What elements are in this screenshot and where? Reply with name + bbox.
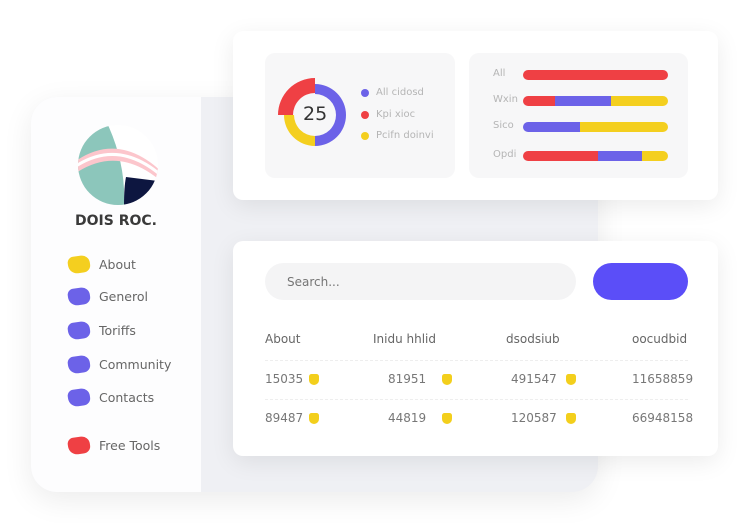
shield-icon xyxy=(309,413,319,424)
shield-icon xyxy=(309,374,319,385)
legend-dot xyxy=(361,88,369,97)
bars-panel: All Wxin Sico Opdi xyxy=(469,53,688,178)
column-header: oocudbid xyxy=(632,332,688,346)
bar-label: Wxin xyxy=(493,94,518,105)
donut-chart xyxy=(278,78,346,146)
sidebar-item-label: Community xyxy=(99,357,172,372)
sidebar-item-label: Toriffs xyxy=(99,323,136,338)
legend-item: Pcifn doinvi xyxy=(361,130,434,141)
column-header: Inidu hhlid xyxy=(373,332,437,346)
bar-segment xyxy=(523,122,580,132)
legend-label: Kpi xioc xyxy=(376,109,416,120)
table-cell: 66948158 xyxy=(632,411,694,425)
bar-label: Opdi xyxy=(493,149,517,160)
donut-segment xyxy=(284,115,315,146)
search-button[interactable] xyxy=(593,263,688,300)
bar-segment xyxy=(523,70,668,80)
column-header: dsodsiub xyxy=(506,332,560,346)
bar-segment xyxy=(598,151,642,161)
sidebar-item-label: About xyxy=(99,257,136,272)
table-cell: 44819 xyxy=(388,411,427,425)
sidebar-item-label: Generol xyxy=(99,289,148,304)
bar-segment xyxy=(523,151,599,161)
shield-icon xyxy=(442,374,452,385)
donut-segment xyxy=(315,84,346,146)
column-header: About xyxy=(265,332,301,346)
stacked-bar xyxy=(523,96,668,106)
shield-icon xyxy=(566,413,576,424)
stacked-bar xyxy=(523,70,668,80)
sidebar-item-free-tools[interactable]: Free Tools xyxy=(66,435,161,456)
bar-label: Sico xyxy=(493,120,514,131)
sidebar: DOIS ROC. About Generol Toriffs Communit… xyxy=(31,97,201,492)
legend-dot xyxy=(361,131,369,140)
shield-icon xyxy=(566,374,576,385)
donut-segment xyxy=(278,78,315,115)
sidebar-item-toriffs[interactable]: Toriffs xyxy=(66,320,136,341)
table-cell: 89487 xyxy=(265,411,304,425)
sidebar-item-label: Contacts xyxy=(99,390,155,405)
sidebar-item-about[interactable]: About xyxy=(66,254,136,275)
logo xyxy=(78,125,158,205)
blob-icon xyxy=(66,387,92,408)
sidebar-item-label: Free Tools xyxy=(99,438,161,453)
blob-icon xyxy=(66,254,92,275)
sidebar-item-community[interactable]: Community xyxy=(66,354,172,375)
sidebar-item-generol[interactable]: Generol xyxy=(66,286,148,307)
table-cell: 15035 xyxy=(265,372,304,386)
stacked-bar xyxy=(523,122,668,132)
table-cell: 491547 xyxy=(511,372,557,386)
bar-segment xyxy=(641,151,668,161)
blob-icon xyxy=(66,435,92,456)
bar-segment xyxy=(523,96,555,106)
blob-icon xyxy=(66,354,92,375)
stats-card: 25 All cidosd Kpi xioc Pcifn doinvi All W… xyxy=(233,31,718,200)
table-card: About Inidu hhlid dsodsiub oocudbid 1503… xyxy=(233,241,718,456)
donut-panel: 25 All cidosd Kpi xioc Pcifn doinvi xyxy=(265,53,455,178)
search-input[interactable] xyxy=(265,263,576,300)
table-cell: 81951 xyxy=(388,372,427,386)
legend-dot xyxy=(361,110,369,119)
bar-segment xyxy=(611,96,668,106)
legend-label: Pcifn doinvi xyxy=(376,130,434,141)
bar-segment xyxy=(579,122,668,132)
donut-center-value: 25 xyxy=(303,103,328,125)
shield-icon xyxy=(442,413,452,424)
table-cell: 11658859 xyxy=(632,372,694,386)
blob-icon xyxy=(66,286,92,307)
bar-segment xyxy=(554,96,612,106)
bar-label: All xyxy=(493,68,506,79)
blob-icon xyxy=(66,320,92,341)
legend-item: Kpi xioc xyxy=(361,109,415,120)
sidebar-item-contacts[interactable]: Contacts xyxy=(66,387,155,408)
stacked-bar xyxy=(523,151,668,161)
divider xyxy=(265,360,688,361)
brand-name: DOIS ROC. xyxy=(75,213,157,229)
legend-label: All cidosd xyxy=(376,87,424,98)
table-cell: 120587 xyxy=(511,411,557,425)
legend-item: All cidosd xyxy=(361,87,424,98)
divider xyxy=(265,399,688,400)
